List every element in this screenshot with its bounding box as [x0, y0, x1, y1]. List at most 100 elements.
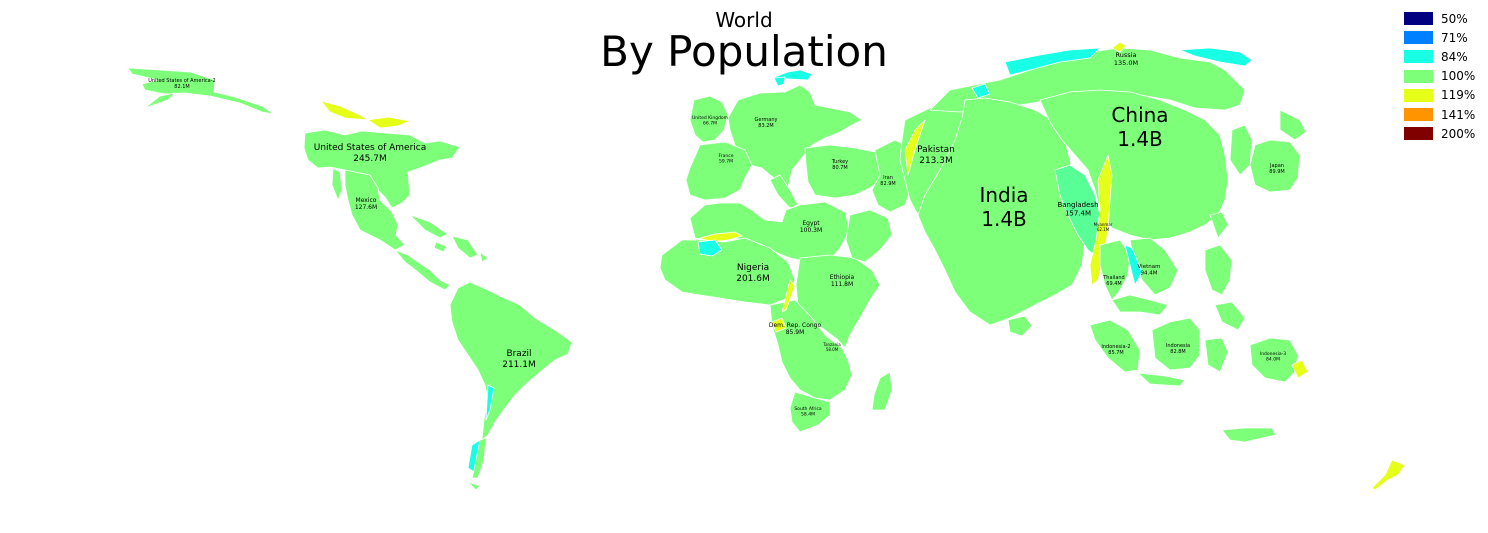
country-name: Egypt: [802, 220, 820, 227]
legend-label: 84%: [1441, 49, 1468, 64]
alaska-tail: [144, 92, 176, 109]
map-supertitle: World: [715, 8, 773, 32]
patagonia: [467, 437, 487, 491]
legend-item: 84%: [1404, 47, 1475, 66]
country-name: Bangladesh: [1057, 201, 1098, 209]
country-value: 1.4B: [1117, 127, 1163, 151]
country-name: Mexico: [356, 197, 377, 204]
country-value: 201.6M: [736, 274, 770, 284]
country-name: Iran: [883, 175, 893, 181]
legend-label: 71%: [1441, 30, 1468, 45]
country-name: Turkey: [831, 159, 848, 165]
legend-swatch: [1404, 108, 1433, 122]
land-layer: [127, 41, 1406, 491]
country-value: 69.4M: [1106, 281, 1121, 287]
country-name: Dem. Rep. Congo: [769, 322, 822, 329]
uk: [689, 95, 729, 143]
country-value: 111.8M: [831, 281, 853, 288]
legend-item: 50%: [1404, 9, 1475, 28]
country-value: 211.1M: [502, 360, 536, 370]
country-name: Germany: [755, 117, 778, 123]
china: [1039, 89, 1229, 241]
country-value: 62.1M: [1097, 227, 1110, 232]
legend-swatch: [1404, 88, 1433, 102]
south-america: [449, 281, 573, 441]
country-name: United Kingdom: [692, 115, 728, 121]
legend-item: 200%: [1404, 124, 1475, 143]
russia-yellow: [1111, 41, 1127, 53]
country-name: Brazil: [506, 349, 531, 359]
sulawesi: [1204, 337, 1229, 373]
japan-north: [1279, 109, 1307, 141]
mexico-region: [344, 169, 406, 251]
country-value: 58.4M: [801, 411, 815, 417]
country-name: Indonesia: [1166, 343, 1190, 349]
country-name: Indonesia-2: [1101, 344, 1130, 350]
canada-arctic: [320, 100, 369, 121]
legend-item: 100%: [1404, 67, 1475, 86]
congo-yellow: [771, 279, 796, 333]
country-label: United States of America-282.1M: [148, 78, 215, 90]
legend-swatch: [1404, 127, 1433, 141]
central-america: [394, 249, 451, 291]
france-iberia: [685, 141, 753, 201]
madagascar: [871, 371, 893, 411]
country-name: United States of America: [314, 143, 426, 153]
legend-label: 141%: [1441, 107, 1476, 122]
legend-label: 119%: [1441, 88, 1476, 103]
kazakhstan-strip: [971, 83, 991, 99]
canada-arctic-2: [367, 116, 411, 129]
taiwan: [1209, 211, 1229, 239]
country-name: Vietnam: [1138, 264, 1161, 270]
country-value: 135.0M: [1114, 59, 1138, 67]
country-value: 83.2M: [758, 123, 773, 129]
usa-canada-region: [303, 129, 461, 209]
caribbean: [409, 214, 489, 263]
country-value: 84.0M: [1266, 356, 1280, 362]
country-value: 59.7M: [719, 158, 733, 164]
country-name: Ethiopia: [830, 274, 855, 281]
russia-north: [1004, 47, 1101, 76]
congo-region: [769, 299, 853, 401]
japan: [1249, 139, 1301, 193]
country-name: Nigeria: [737, 263, 769, 273]
country-labels: United States of America-282.1M United St…: [148, 51, 1286, 417]
korea: [1229, 124, 1253, 176]
country-name: France: [719, 153, 734, 159]
country-name: Japan: [1269, 163, 1284, 169]
country-value: 127.6M: [355, 204, 377, 211]
borneo: [1151, 317, 1201, 371]
country-value: 82.9M: [880, 181, 895, 187]
pakistan-border: [904, 119, 926, 176]
country-value: 1.4B: [981, 207, 1027, 231]
legend-swatch: [1404, 12, 1433, 26]
country-value: 89.9M: [1269, 169, 1284, 175]
map-title: By Population: [600, 27, 888, 76]
sumatra: [1089, 319, 1141, 373]
new-zealand: [1371, 459, 1406, 491]
iceland: [773, 76, 786, 87]
papua-yellow: [1291, 359, 1309, 379]
country-value: 100.3M: [800, 227, 822, 234]
country-name: China: [1111, 103, 1168, 127]
legend-item: 71%: [1404, 28, 1475, 47]
thailand-region: [1099, 239, 1131, 301]
country-value: 58.0M: [826, 347, 839, 352]
